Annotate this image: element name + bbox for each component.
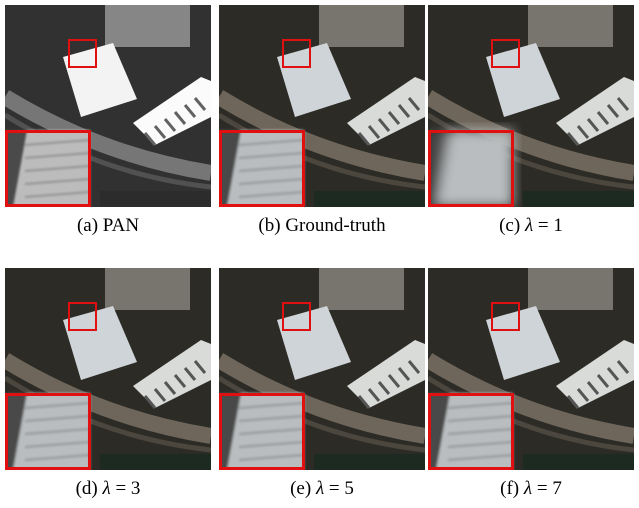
caption-value: = 3 xyxy=(115,478,140,499)
caption-text: Ground-truth xyxy=(285,215,385,236)
roof-area xyxy=(319,5,404,47)
water xyxy=(523,454,634,470)
figure: (a) PAN(b) Ground-truth(c) λ = 1(d) λ = … xyxy=(0,0,639,508)
inset xyxy=(5,393,90,470)
water xyxy=(100,191,211,207)
satellite-image xyxy=(428,268,634,470)
caption-value: = 7 xyxy=(537,478,562,499)
satellite-image xyxy=(219,268,425,470)
caption: (e) λ = 5 xyxy=(219,478,425,500)
caption: (d) λ = 3 xyxy=(5,478,211,500)
inset xyxy=(219,130,304,207)
caption-label: (d) xyxy=(76,478,98,499)
caption-value: = 5 xyxy=(329,478,354,499)
roof-area xyxy=(105,5,190,47)
water xyxy=(523,191,634,207)
caption-var: λ xyxy=(102,478,110,499)
caption-label: (b) xyxy=(258,215,280,236)
caption-label: (a) xyxy=(77,215,98,236)
caption: (f) λ = 7 xyxy=(428,478,634,500)
satellite-image xyxy=(5,5,211,207)
caption-var: λ xyxy=(316,478,324,499)
inset xyxy=(428,393,513,470)
caption-label: (e) xyxy=(290,478,311,499)
caption: (a) PAN xyxy=(5,215,211,237)
inset xyxy=(5,130,90,207)
caption-value: = 1 xyxy=(538,215,563,236)
inset xyxy=(428,130,513,207)
satellite-image xyxy=(219,5,425,207)
caption-label: (f) xyxy=(500,478,519,499)
roof-area xyxy=(528,268,613,310)
water xyxy=(314,454,425,470)
caption-var: λ xyxy=(525,215,533,236)
inset xyxy=(219,393,304,470)
caption-text: PAN xyxy=(103,215,139,236)
satellite-image xyxy=(428,5,634,207)
water xyxy=(314,191,425,207)
roof-area xyxy=(528,5,613,47)
caption: (c) λ = 1 xyxy=(428,215,634,237)
caption-label: (c) xyxy=(499,215,520,236)
roof-area xyxy=(319,268,404,310)
caption-var: λ xyxy=(524,478,532,499)
roof-area xyxy=(105,268,190,310)
satellite-image xyxy=(5,268,211,470)
water xyxy=(100,454,211,470)
caption: (b) Ground-truth xyxy=(219,215,425,237)
